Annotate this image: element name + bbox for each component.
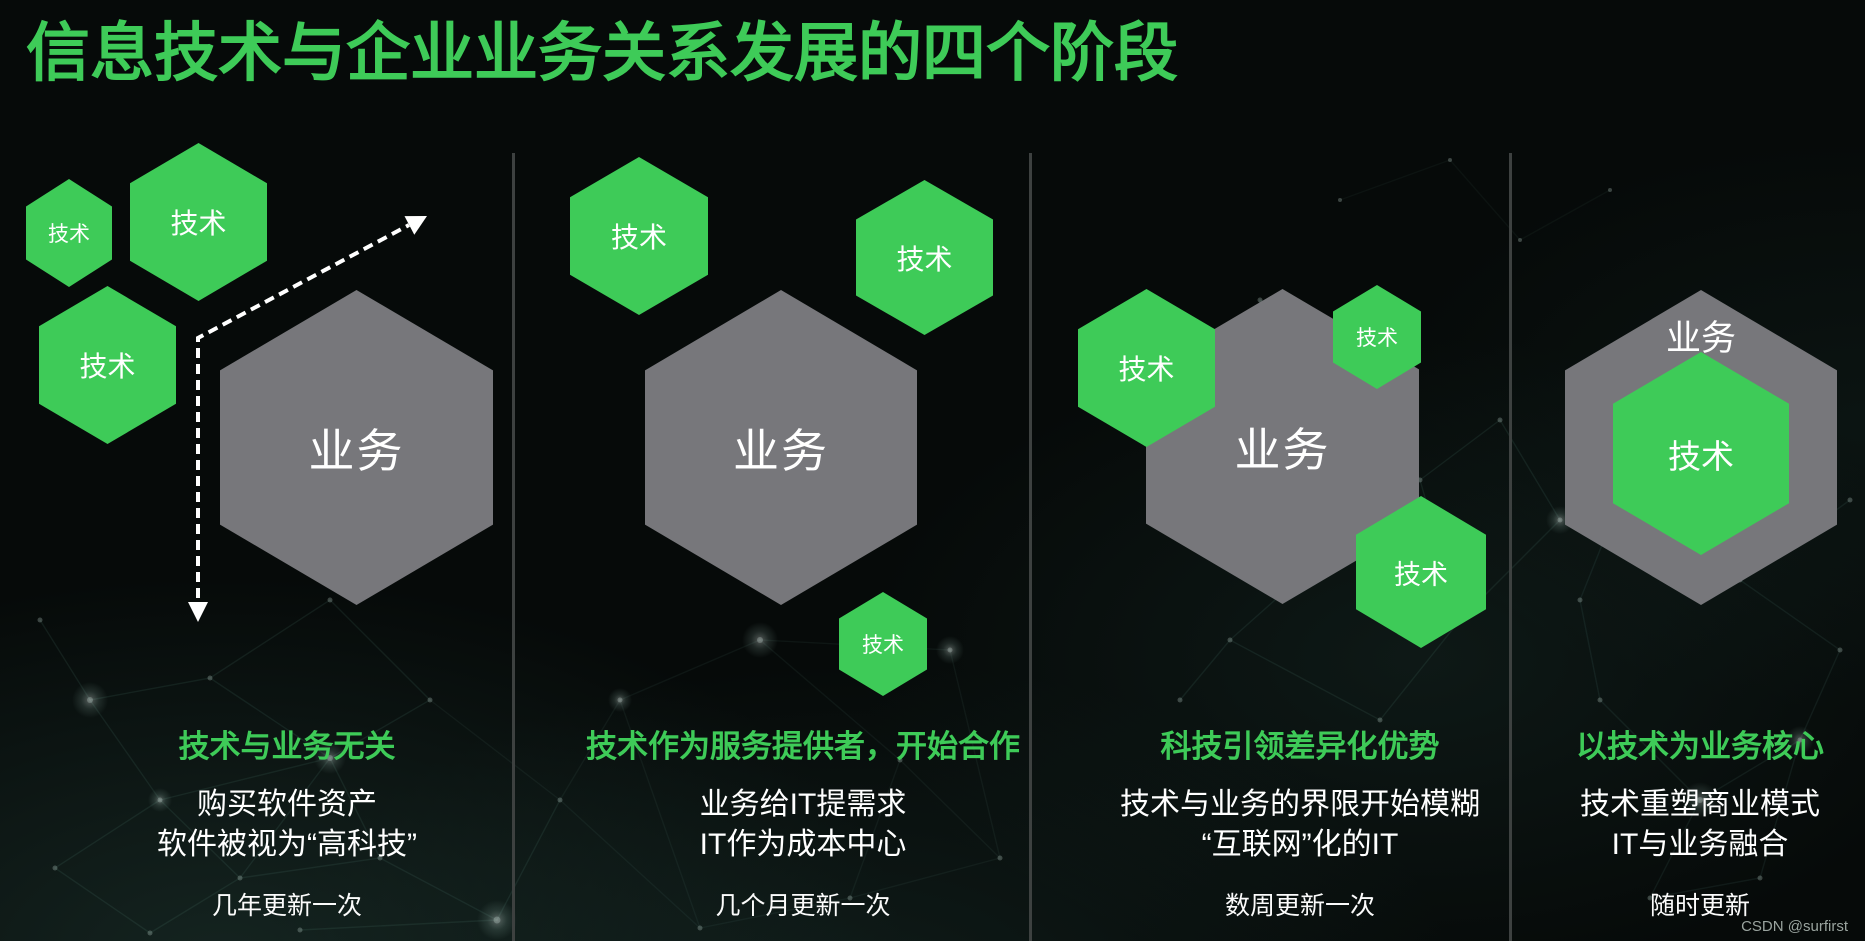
tech-hexagon-label: 技术 [1394,559,1448,590]
stage-4-line-1: 技术重塑商业模式 [1580,788,1820,821]
column-separator [1509,153,1512,941]
stage-2-heading: 技术作为服务提供者，开始合作 [586,729,1020,764]
stage-1-frequency: 几年更新一次 [211,892,362,920]
tech-hexagon-label: 技术 [170,208,227,239]
stage-2-frequency: 几个月更新一次 [715,892,891,920]
business-hexagon-label: 业务 [733,424,829,477]
stage-4-line-2: IT与业务融合 [1611,828,1789,861]
business-hexagon-label: 业务 [1234,423,1331,476]
tech-hexagon-label: 技术 [79,351,136,382]
stage-2-line-1: 业务给IT提需求 [699,788,907,821]
tech-hexagon-label: 技术 [610,222,667,253]
stage-3-line-1: 技术与业务的界限开始模糊 [1120,788,1480,821]
stage-4-heading: 以技术为业务核心 [1576,729,1824,764]
tech-hexagon-label: 技术 [862,634,904,657]
tech-hexagon-label: 技术 [1356,327,1398,350]
watermark: CSDN @surfirst [1741,918,1848,935]
tech-hexagon-label: 技术 [1118,354,1175,385]
tech-hexagon-label: 技术 [48,223,90,246]
page-title: 信息技术与企业业务关系发展的四个阶段 [26,17,1178,89]
stage-1-line-2: 软件被视为“高科技” [157,828,417,861]
stage-3-frequency: 数周更新一次 [1224,892,1375,920]
stage-1-heading: 技术与业务无关 [178,729,396,764]
business-hexagon-label: 业务 [1665,319,1736,358]
stage-1-line-1: 购买软件资产 [197,788,377,821]
business-hexagon-label: 业务 [308,424,405,477]
stage-3-heading: 科技引领差异化优势 [1160,729,1440,764]
stage-2-line-2: IT作为成本中心 [699,828,907,861]
column-separator [512,153,515,941]
column-separator [1029,153,1032,941]
stage-3-line-2: “互联网”化的IT [1201,828,1399,861]
tech-hexagon-label: 技术 [1668,437,1734,475]
tech-hexagon-label: 技术 [896,243,953,275]
stage-4-frequency: 随时更新 [1649,892,1750,920]
